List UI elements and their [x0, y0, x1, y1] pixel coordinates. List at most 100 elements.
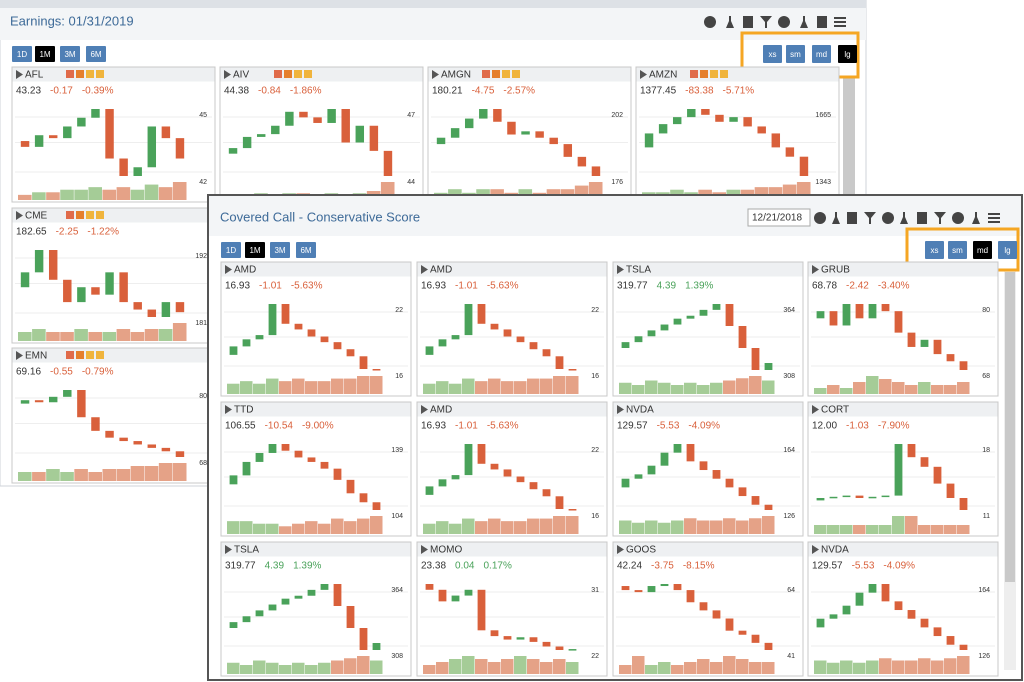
toggle-button[interactable] [296, 242, 316, 258]
toolbar-icon[interactable] [704, 16, 716, 28]
menu-icon[interactable] [834, 25, 846, 27]
toggle-button[interactable] [86, 46, 106, 62]
toggle-button[interactable] [812, 45, 831, 63]
toolbar-icon[interactable] [917, 212, 927, 224]
candle [372, 502, 381, 510]
expand-arrow[interactable] [421, 545, 428, 554]
chart-tile[interactable] [635, 66, 840, 203]
toolbar-icon[interactable] [900, 212, 908, 224]
toggle-button[interactable] [270, 242, 290, 258]
candle [842, 304, 851, 326]
chart-tile[interactable] [220, 401, 412, 537]
toolbar-icon[interactable] [952, 212, 964, 224]
expand-arrow[interactable] [421, 405, 428, 414]
toggle-button[interactable] [838, 45, 857, 63]
menu-icon[interactable] [988, 221, 1000, 223]
toolbar-icon[interactable] [972, 212, 980, 224]
low-label: 308 [391, 653, 403, 660]
volume-bar [266, 378, 279, 394]
toolbar-icon[interactable] [800, 16, 808, 28]
expand-arrow[interactable] [421, 265, 428, 274]
quote-price: 43.23 [16, 86, 41, 97]
quote-change: -1.01 [259, 281, 282, 292]
expand-arrow[interactable] [224, 70, 231, 79]
low-label: 176 [611, 179, 623, 186]
expand-arrow[interactable] [617, 545, 624, 554]
volume-bar [540, 662, 553, 674]
toggle-button[interactable] [221, 242, 241, 258]
expand-arrow[interactable] [225, 405, 232, 414]
candle [77, 287, 86, 303]
chart-tile[interactable] [807, 261, 999, 397]
volume-bar [318, 662, 331, 674]
candle [242, 461, 251, 476]
toggle-button[interactable] [925, 241, 944, 259]
toggle-button[interactable] [998, 241, 1017, 259]
chart-tile[interactable] [807, 401, 999, 537]
toggle-button[interactable] [245, 242, 265, 258]
chart-tile[interactable] [612, 401, 804, 537]
expand-arrow[interactable] [812, 265, 819, 274]
toggle-button[interactable] [948, 241, 967, 259]
toolbar-icon[interactable] [864, 212, 876, 224]
chart-tile[interactable] [220, 541, 412, 677]
quote-change: -10.54 [265, 421, 294, 432]
toggle-button[interactable] [786, 45, 805, 63]
expand-arrow[interactable] [225, 545, 232, 554]
scrollbar[interactable] [843, 78, 855, 200]
menu-icon[interactable] [834, 21, 846, 23]
expand-arrow[interactable] [617, 265, 624, 274]
toolbar-icon[interactable] [934, 212, 946, 224]
volume-bar [266, 523, 279, 534]
candle [327, 109, 336, 123]
toolbar-icon[interactable] [814, 212, 826, 224]
toolbar-icon[interactable] [832, 212, 840, 224]
chart-tile[interactable] [219, 66, 424, 203]
menu-icon[interactable] [988, 217, 1000, 219]
candle [621, 586, 630, 591]
candle [34, 135, 44, 147]
chart-tile[interactable] [220, 261, 412, 397]
candle [946, 354, 955, 362]
chart-tile[interactable] [416, 401, 608, 537]
toggle-button[interactable] [35, 46, 55, 62]
status-icon [76, 211, 84, 219]
low-label: 181 [195, 320, 207, 327]
volume-bar [60, 189, 74, 200]
volume-bar [840, 660, 853, 674]
scrollbar[interactable] [1005, 272, 1015, 582]
menu-icon[interactable] [988, 213, 1000, 215]
expand-arrow[interactable] [812, 405, 819, 414]
chart-tile[interactable] [612, 261, 804, 397]
toolbar-icon[interactable] [882, 212, 894, 224]
expand-arrow[interactable] [225, 265, 232, 274]
chart-tile[interactable] [807, 541, 999, 677]
candle [829, 311, 838, 326]
toolbar-icon[interactable] [743, 16, 753, 28]
toggle-button[interactable] [12, 46, 32, 62]
expand-arrow[interactable] [16, 70, 23, 79]
candle [48, 250, 58, 280]
expand-arrow[interactable] [617, 405, 624, 414]
chart-tile[interactable] [612, 541, 804, 677]
toolbar-icon[interactable] [778, 16, 790, 28]
toolbar-icon[interactable] [760, 16, 772, 28]
expand-arrow[interactable] [16, 351, 23, 360]
expand-arrow[interactable] [16, 211, 23, 220]
expand-arrow[interactable] [640, 70, 647, 79]
volume-bar [840, 525, 853, 534]
toolbar-icon[interactable] [726, 16, 734, 28]
chart-tile[interactable] [416, 261, 608, 397]
toolbar-icon[interactable] [817, 16, 827, 28]
toggle-button[interactable] [973, 241, 992, 259]
toolbar-icon[interactable] [847, 212, 857, 224]
toggle-button[interactable] [763, 45, 782, 63]
expand-arrow[interactable] [812, 545, 819, 554]
expand-arrow[interactable] [432, 70, 439, 79]
chart-tile[interactable] [416, 541, 608, 677]
chart-tile[interactable] [11, 347, 216, 484]
candle [438, 339, 447, 347]
toggle-button[interactable] [60, 46, 80, 62]
menu-icon[interactable] [834, 17, 846, 19]
date-input[interactable] [747, 208, 811, 227]
